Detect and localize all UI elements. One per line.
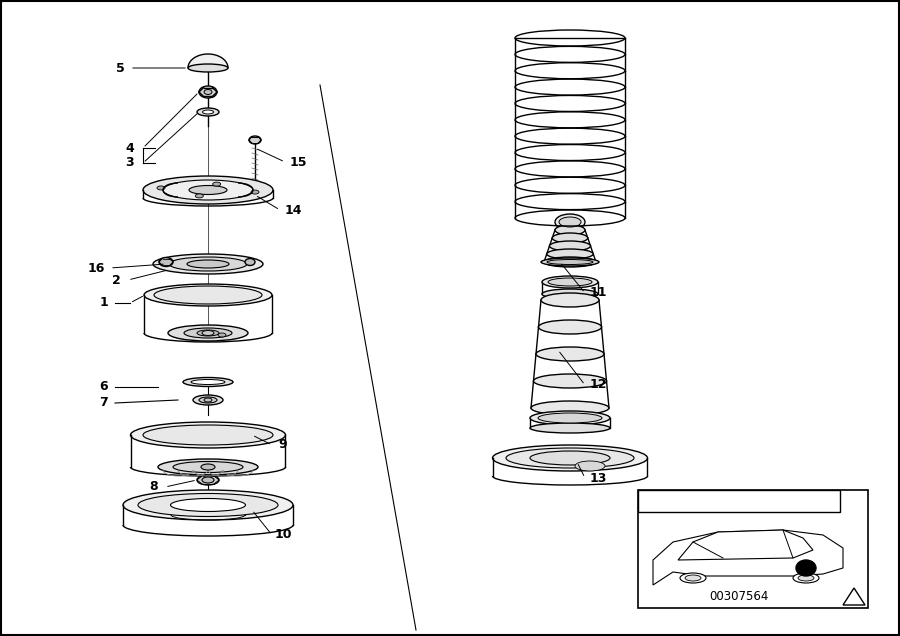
Text: 3: 3 (126, 156, 134, 170)
Ellipse shape (197, 475, 219, 485)
Ellipse shape (202, 477, 214, 483)
Ellipse shape (506, 448, 634, 468)
Ellipse shape (195, 194, 203, 198)
Ellipse shape (173, 462, 243, 473)
Text: 10: 10 (274, 529, 292, 541)
Ellipse shape (202, 331, 214, 336)
Ellipse shape (199, 86, 217, 98)
Ellipse shape (245, 258, 255, 265)
Ellipse shape (548, 278, 592, 286)
Ellipse shape (575, 461, 605, 471)
Ellipse shape (158, 459, 258, 475)
Text: 1: 1 (100, 296, 108, 310)
Text: 15: 15 (289, 155, 307, 169)
Ellipse shape (204, 90, 212, 95)
Ellipse shape (530, 423, 610, 433)
Ellipse shape (685, 575, 701, 581)
Ellipse shape (555, 214, 585, 230)
Ellipse shape (542, 289, 598, 299)
Ellipse shape (796, 560, 816, 576)
Ellipse shape (542, 276, 598, 288)
Ellipse shape (544, 257, 596, 267)
Ellipse shape (123, 490, 293, 520)
Ellipse shape (144, 284, 272, 306)
Ellipse shape (559, 217, 581, 227)
Polygon shape (653, 530, 843, 585)
Text: 00307564: 00307564 (709, 590, 769, 604)
Bar (638, 490, 868, 608)
Ellipse shape (547, 259, 593, 265)
Ellipse shape (680, 573, 706, 583)
Ellipse shape (536, 347, 604, 361)
Text: 5: 5 (115, 62, 124, 74)
Text: 11: 11 (590, 286, 607, 300)
Text: 13: 13 (590, 471, 607, 485)
Ellipse shape (530, 411, 610, 425)
Ellipse shape (188, 64, 228, 72)
Ellipse shape (183, 378, 233, 387)
Ellipse shape (168, 325, 248, 341)
Text: 9: 9 (279, 438, 287, 452)
Ellipse shape (163, 180, 253, 200)
Polygon shape (678, 530, 813, 560)
Ellipse shape (169, 257, 247, 271)
Ellipse shape (798, 575, 814, 581)
Text: 2: 2 (112, 273, 121, 286)
Ellipse shape (531, 401, 609, 415)
Ellipse shape (187, 260, 229, 268)
Ellipse shape (538, 320, 601, 334)
Text: 14: 14 (284, 204, 302, 216)
Text: 6: 6 (100, 380, 108, 394)
Ellipse shape (143, 425, 273, 445)
Ellipse shape (251, 190, 259, 194)
Ellipse shape (159, 258, 173, 266)
Ellipse shape (184, 328, 232, 338)
Ellipse shape (553, 233, 588, 243)
Text: 8: 8 (149, 481, 158, 494)
Ellipse shape (193, 395, 223, 405)
Ellipse shape (534, 374, 607, 388)
Ellipse shape (138, 494, 278, 516)
Ellipse shape (530, 451, 610, 465)
Ellipse shape (170, 499, 246, 511)
Ellipse shape (197, 330, 219, 336)
Ellipse shape (204, 398, 212, 402)
Ellipse shape (189, 186, 227, 195)
Ellipse shape (202, 110, 213, 114)
Ellipse shape (550, 241, 590, 251)
Ellipse shape (541, 293, 599, 307)
Ellipse shape (538, 413, 602, 423)
Ellipse shape (197, 108, 219, 116)
Ellipse shape (191, 380, 225, 385)
Text: 7: 7 (100, 396, 108, 410)
Ellipse shape (541, 258, 599, 266)
Ellipse shape (218, 333, 226, 337)
Text: 4: 4 (126, 141, 134, 155)
Ellipse shape (154, 286, 262, 304)
Ellipse shape (492, 445, 647, 471)
Ellipse shape (143, 176, 273, 204)
Text: 16: 16 (87, 261, 104, 275)
Ellipse shape (153, 254, 263, 274)
Ellipse shape (793, 573, 819, 583)
Ellipse shape (201, 464, 215, 470)
Ellipse shape (199, 397, 217, 403)
Ellipse shape (249, 136, 261, 144)
Polygon shape (188, 54, 228, 68)
Ellipse shape (212, 182, 220, 186)
Ellipse shape (555, 225, 585, 235)
Polygon shape (843, 588, 865, 605)
Text: 12: 12 (590, 378, 607, 392)
Bar (638, 490, 840, 512)
Ellipse shape (157, 186, 165, 190)
Ellipse shape (547, 249, 593, 259)
Ellipse shape (130, 422, 285, 448)
